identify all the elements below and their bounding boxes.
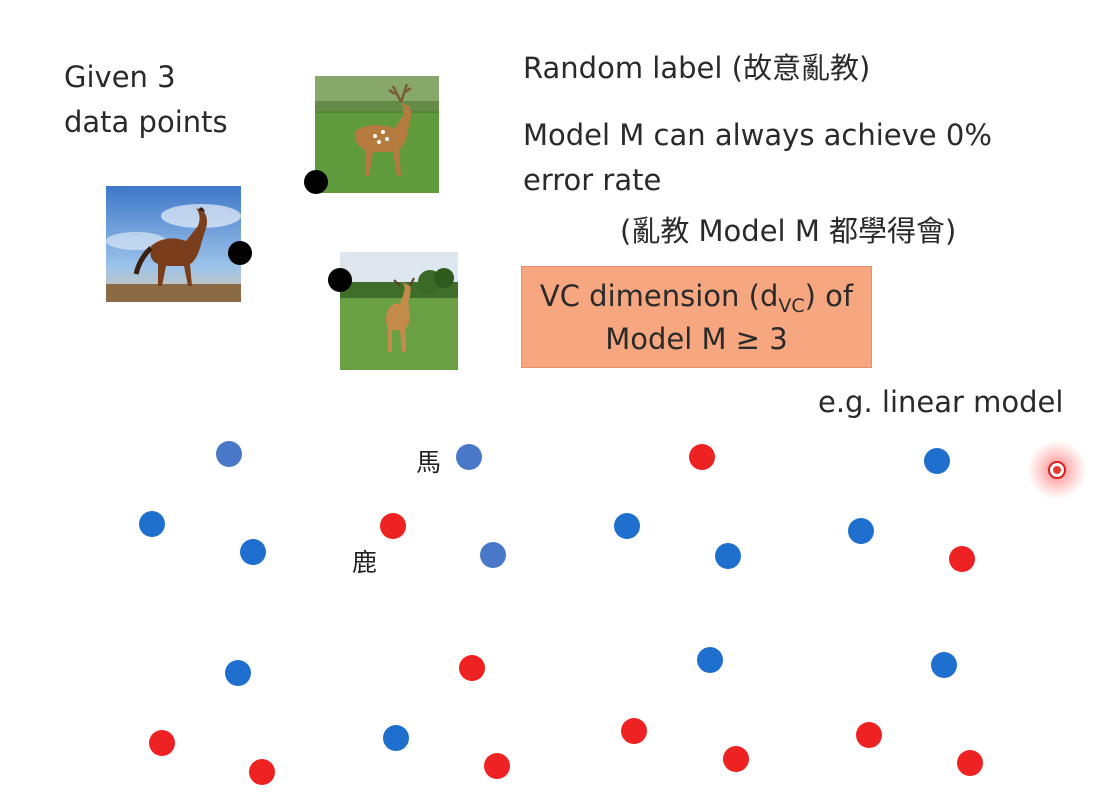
label-dot-blue [697,647,723,673]
label-dot-blue-light [216,441,242,467]
label-dot-blue [383,725,409,751]
label-dot-red [957,750,983,776]
model-line-2: error rate [523,162,662,197]
deer-photo-top [315,76,439,193]
label-dot-red [149,730,175,756]
given-line-1: Given 3 [64,60,176,94]
vc-subscript: VC [778,295,805,317]
label-dot-red [723,746,749,772]
label-dot-blue [240,539,266,565]
label-dot-blue [848,518,874,544]
deer-photo-bottom [340,252,458,370]
vc-line-2: Model M ≥ 3 [605,322,788,356]
label-dot-blue [225,660,251,686]
deer-label: 鹿 [352,548,378,577]
horse-photo [106,186,241,302]
example-text: e.g. linear model [818,385,1064,419]
label-dot-red [249,759,275,785]
deer-bottom-point-marker [328,268,352,292]
vc-dimension-box: VC dimension (dVC) of Model M ≥ 3 [521,266,872,368]
label-dot-blue-light [480,542,506,568]
label-dot-red [621,718,647,744]
label-dot-red [856,722,882,748]
label-dot-blue [931,652,957,678]
random-label-text: Random label (故意亂教) [523,51,871,85]
label-dot-blue-light [456,444,482,470]
vc-line-1: VC dimension (dVC) of [522,275,871,318]
model-text-cn: (亂教 Model M 都學得會) [620,214,957,248]
given-text: Given 3 data points [64,55,228,145]
given-line-2: data points [64,104,228,139]
pointer-marker [1050,463,1064,477]
label-dot-blue [139,511,165,537]
label-dot-blue [924,448,950,474]
label-dot-blue [614,513,640,539]
vc-line-1-pre: VC dimension (d [539,279,779,313]
label-dot-red [380,513,406,539]
model-line-1: Model M can always achieve 0% [523,118,992,152]
vc-line-1-post: ) of [804,279,854,313]
horse-point-marker [228,241,252,265]
deer-top-point-marker [304,170,328,194]
label-dot-red [459,655,485,681]
label-dot-red [484,753,510,779]
horse-label: 馬 [416,448,442,477]
model-text: Model M can always achieve 0% error rate [523,113,992,203]
label-dot-blue [715,543,741,569]
label-dot-red [689,444,715,470]
label-dot-red [949,546,975,572]
